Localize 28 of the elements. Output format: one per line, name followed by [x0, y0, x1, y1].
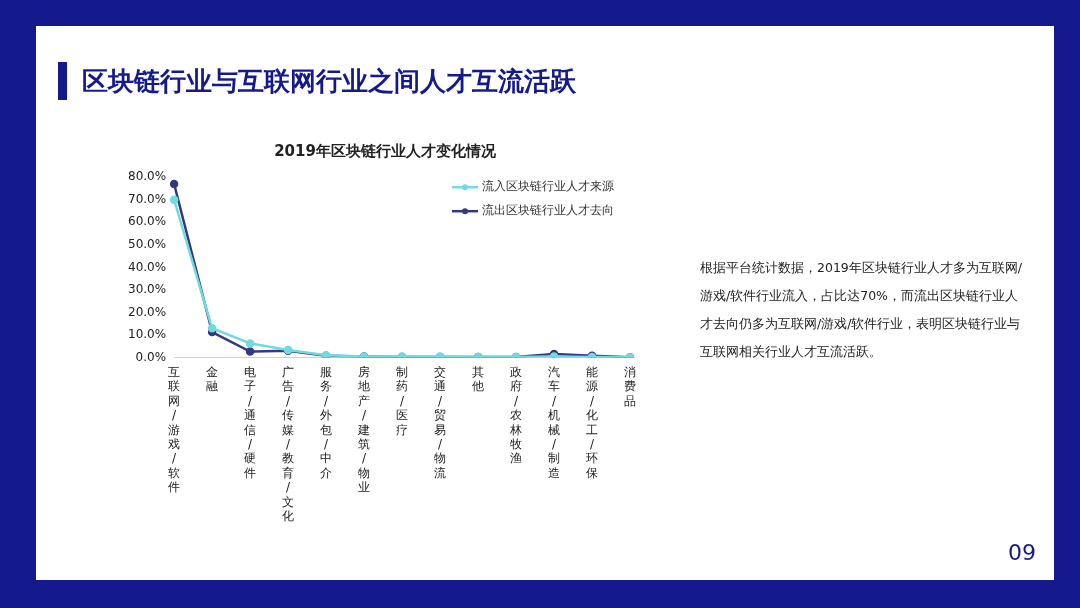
chart-subtitle: 2019年区块链行业人才变化情况 [273, 142, 497, 161]
x-tick-label: 其他 [472, 364, 485, 394]
y-tick-label: 60.0% [128, 214, 167, 229]
y-tick-label: 0.0% [135, 349, 167, 364]
x-tick-label: 汽车/机械/制造 [548, 364, 561, 480]
x-tick-label: 服务/外包/中介 [320, 364, 333, 480]
y-tick-label: 20.0% [128, 304, 167, 319]
x-tick-label: 交通/贸易/物流 [434, 364, 447, 480]
category-label: 房地产/建筑/物业 [358, 364, 371, 495]
legend-label: 流出区块链行业人才去向 [482, 203, 614, 218]
x-tick-label: 消费品 [624, 364, 636, 408]
y-tick-label: 80.0% [128, 169, 167, 184]
x-tick-label: 电子/通信/硬件 [244, 364, 257, 480]
text: 根据平台统计数据，2019年区块链行业人才多为互联网/游戏/软件行业流入，占比达70%，而流出区块链行业人才去向仍多为互联网/游戏/软件行业，表明区块链行业与互联网相关行业人才互流活跃。 [700, 259, 1024, 361]
x-tick-label: 政府/农林牧渔 [509, 364, 523, 466]
y-tick-label: 40.0% [128, 259, 167, 274]
x-tick-label: 制药/医疗 [396, 364, 409, 437]
y-tick-label: 50.0% [128, 236, 167, 251]
x-tick-label: 能源/化工/环保 [586, 364, 599, 480]
text: 09 [1008, 540, 1036, 565]
x-tick-label: 金融 [206, 364, 219, 394]
legend-label: 流入区块链行业人才来源 [482, 179, 614, 194]
chart-title: 区块链行业与互联网行业之间人才互流活跃 [82, 65, 576, 98]
y-tick-label: 30.0% [128, 282, 167, 297]
category-label: 互联网/游戏/软件 [168, 364, 181, 495]
y-tick-label: 70.0% [128, 191, 167, 206]
category-label: 广告/传媒/教育/文化 [282, 364, 295, 523]
y-tick-label: 10.0% [128, 327, 167, 342]
